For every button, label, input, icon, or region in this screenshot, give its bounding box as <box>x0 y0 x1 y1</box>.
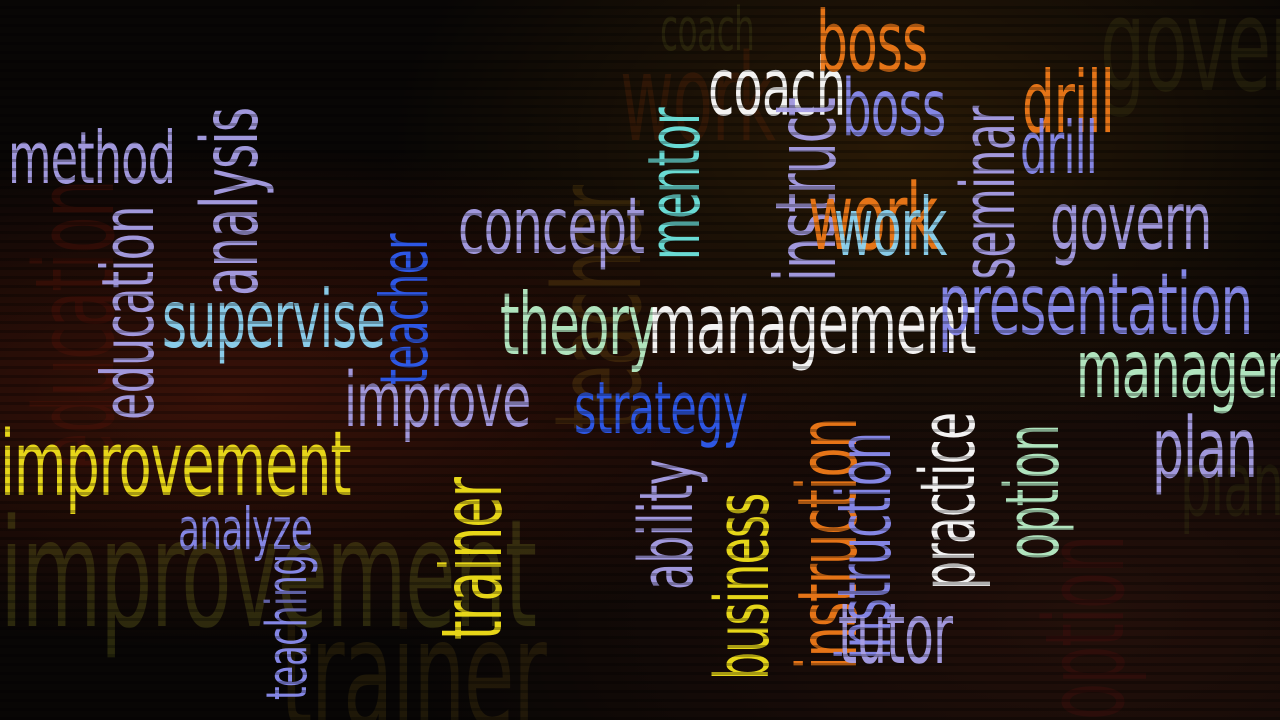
word-drill-2: drill <box>1020 106 1098 190</box>
word-ability: ability <box>624 460 710 590</box>
word-trainer: trainer <box>423 478 521 640</box>
bg-word: govern <box>1100 0 1280 121</box>
bg-word: trainer <box>280 588 547 720</box>
word-govern: govern <box>1050 175 1212 268</box>
word-management: management <box>648 275 977 373</box>
word-business: business <box>700 493 786 680</box>
word-method: method <box>8 116 176 200</box>
word-work-2: work <box>834 181 947 274</box>
word-boss-2: boss <box>842 64 946 154</box>
word-education: education <box>86 206 170 420</box>
word-supervise: supervise <box>162 273 386 366</box>
bg-word: option <box>1021 535 1149 720</box>
word-analyze: analyze <box>178 495 313 563</box>
word-mentor: mentor <box>632 108 716 260</box>
bg-word: improvement <box>0 488 537 662</box>
word-concept: concept <box>458 182 645 272</box>
word-tutor: tutor <box>838 585 953 683</box>
bg-word: work <box>620 30 776 169</box>
word-drill: drill <box>1022 53 1115 153</box>
word-seminar: seminar <box>946 106 1032 280</box>
word-work: work <box>808 164 938 271</box>
word-theory: theory <box>500 275 657 375</box>
bg-word: plan <box>1180 432 1280 537</box>
word-plan: plan <box>1152 399 1258 497</box>
word-presentation: presentation <box>938 255 1253 355</box>
word-improvement: improvement <box>0 412 352 517</box>
word-manager: manager <box>1076 323 1280 416</box>
word-analysis: analysis <box>186 107 276 296</box>
word-improve: improve <box>344 355 531 444</box>
word-practice: practice <box>903 412 992 590</box>
word-coach: coach <box>708 41 846 134</box>
word-strategy: strategy <box>574 366 748 450</box>
word-teaching: teaching <box>255 554 320 700</box>
word-boss: boss <box>816 0 928 91</box>
word-option: option <box>990 424 1076 560</box>
bg-word: coach <box>660 0 755 65</box>
